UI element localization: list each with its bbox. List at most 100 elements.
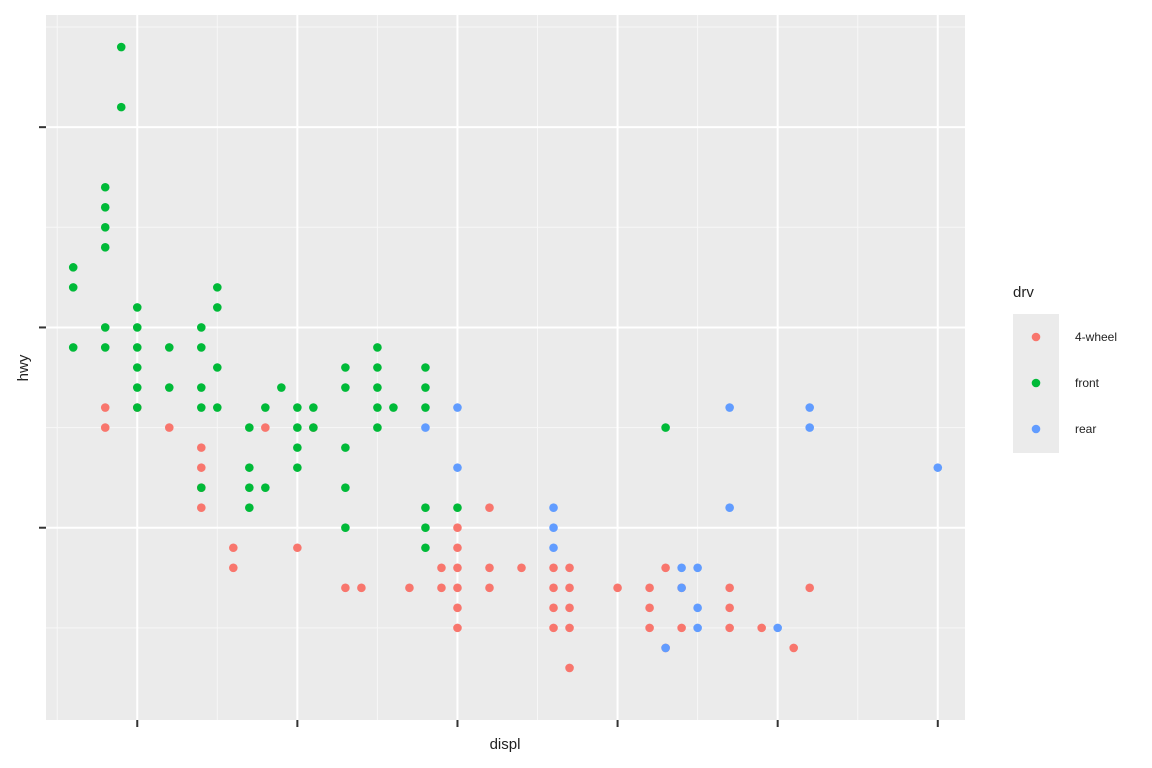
data-point-4-wheel [453,583,462,593]
axis-ticks [39,126,939,727]
data-point-front [68,283,78,292]
data-point-front [132,323,142,332]
data-point-4-wheel [565,623,574,633]
data-point-4-wheel [341,583,350,593]
data-point-4-wheel [485,583,494,593]
data-point-front [245,503,254,512]
data-point-front [341,363,350,372]
data-point-front [421,523,430,533]
data-point-4-wheel [437,583,446,593]
data-point-front [213,283,222,292]
data-point-4-wheel [565,563,574,573]
data-point-front [261,403,270,412]
data-point-front [245,423,254,432]
data-point-front [100,343,110,352]
data-point-front [100,243,110,252]
data-point-4-wheel [549,623,558,633]
data-point-front [116,42,126,52]
data-point-4-wheel [613,583,622,593]
data-point-4-wheel [565,603,574,613]
data-point-rear [549,543,558,553]
data-point-rear [677,563,686,573]
data-point-4-wheel [485,503,494,512]
data-point-front [421,543,430,553]
data-point-4-wheel [725,623,734,633]
data-point-rear [725,403,734,412]
data-point-rear [693,563,702,573]
data-point-4-wheel [405,583,414,593]
data-point-front [164,383,174,392]
data-point-front [341,523,350,533]
data-point-4-wheel [453,563,462,573]
data-point-4-wheel [100,403,110,412]
data-point-front [373,423,382,432]
data-point-4-wheel [197,503,206,512]
data-point-4-wheel [645,603,654,613]
data-point-rear [549,523,558,533]
data-point-4-wheel [549,603,558,613]
data-point-rear [677,583,686,593]
legend-key-front [1031,378,1041,388]
data-point-4-wheel [229,543,238,553]
data-point-front [197,483,206,492]
data-point-4-wheel [437,563,446,573]
data-point-4-wheel [293,543,302,553]
data-point-front [197,403,206,412]
legend-key-rear [1031,424,1041,434]
data-point-front [197,343,206,352]
data-point-front [389,403,398,412]
data-point-4-wheel [725,583,734,593]
data-point-front [373,403,382,412]
data-point-front [68,263,78,272]
data-point-rear [805,403,814,412]
data-point-rear [773,623,782,633]
data-point-rear [805,423,814,432]
data-point-4-wheel [453,543,462,553]
data-point-4-wheel [645,623,654,633]
legend-label-4-wheel: 4-wheel [1075,330,1117,344]
data-point-4-wheel [645,583,654,593]
data-point-rear [453,463,462,472]
data-point-front [421,363,430,372]
data-point-front [213,403,222,412]
data-point-front [100,182,110,192]
legend-label-front: front [1075,376,1100,390]
data-point-front [373,343,382,352]
data-point-4-wheel [565,583,574,593]
data-point-4-wheel [789,643,798,653]
data-point-4-wheel [164,423,174,432]
data-point-rear [725,503,734,512]
data-point-front [132,383,142,392]
data-point-front [341,483,350,492]
data-point-front [100,323,110,332]
data-point-rear [453,403,462,412]
x-axis-title: displ [490,736,521,753]
data-points [68,42,943,673]
data-point-front [421,503,430,512]
data-point-rear [933,463,943,472]
panel-background [46,15,965,720]
data-point-4-wheel [261,423,270,432]
data-point-front [661,423,670,432]
data-point-front [261,483,270,492]
data-point-front [309,403,318,412]
data-point-front [293,463,302,472]
data-point-front [293,403,302,412]
data-point-front [116,102,126,112]
data-point-4-wheel [757,623,766,633]
data-point-front [453,503,462,512]
data-point-4-wheel [661,563,670,573]
data-point-4-wheel [677,623,686,633]
data-point-front [245,483,254,492]
data-point-4-wheel [100,423,110,432]
data-point-front [132,403,142,412]
data-point-front [197,323,206,332]
data-point-front [421,383,430,392]
data-point-4-wheel [357,583,366,593]
data-point-front [213,303,222,312]
data-point-rear [661,643,670,653]
legend-key-4-wheel [1031,332,1041,342]
legend-title: drv [1013,284,1034,301]
data-point-rear [549,503,558,512]
